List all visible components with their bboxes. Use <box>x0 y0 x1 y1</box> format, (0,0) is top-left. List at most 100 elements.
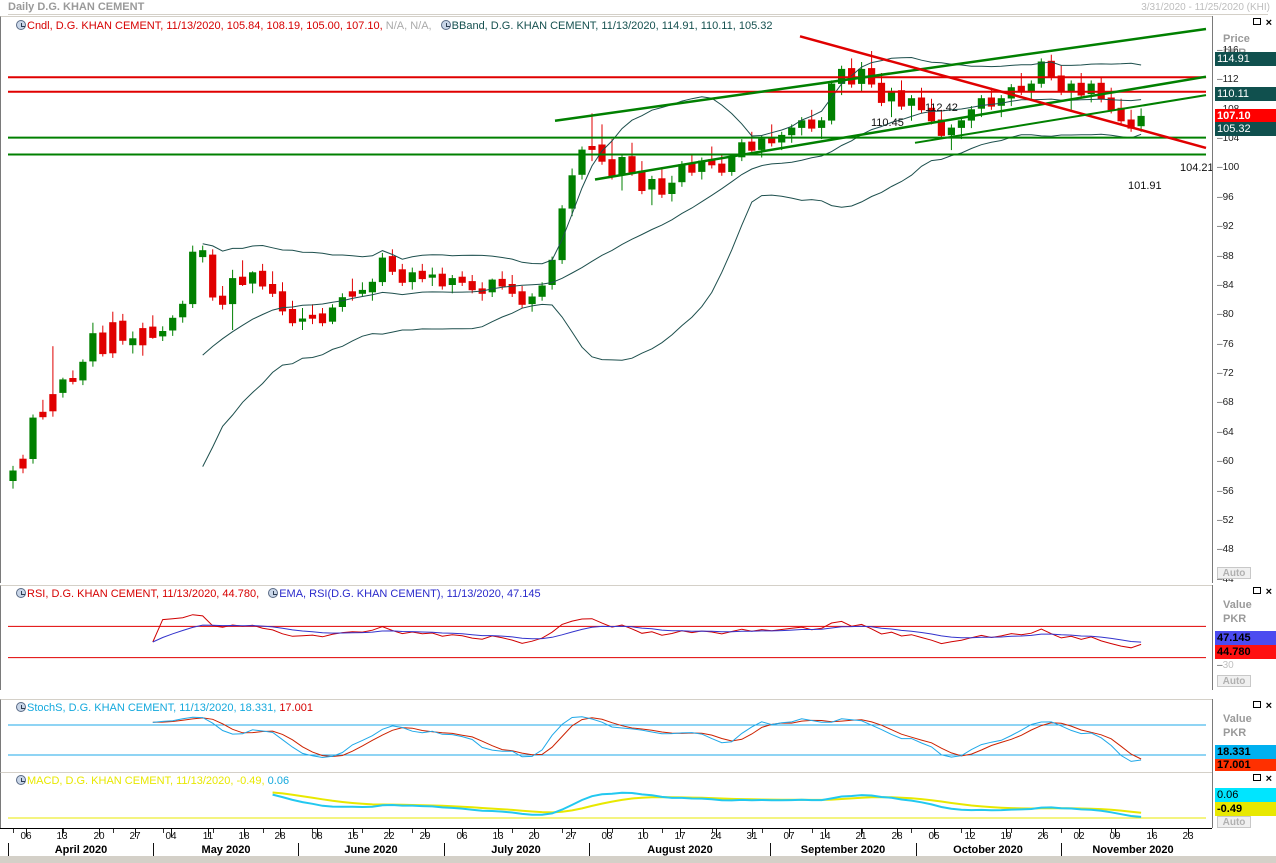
stoch-legend: StochS, D.G. KHAN CEMENT, 11/13/2020, 18… <box>16 701 319 715</box>
clock-icon[interactable] <box>16 20 26 30</box>
price-value-box-3: 105.32 <box>1215 122 1276 136</box>
month-divider <box>8 843 9 856</box>
price-value-box-1: 110.11 <box>1215 87 1276 101</box>
macd-value: -0.49 <box>1215 802 1276 816</box>
stoch-scale-header: Value <box>1223 713 1252 725</box>
rsi-pane-window-buttons[interactable]: × <box>1252 586 1272 598</box>
stoch-legend-text: StochS, D.G. KHAN CEMENT, 11/13/2020, 18… <box>27 702 280 714</box>
clock-icon[interactable] <box>440 20 451 30</box>
month-divider <box>589 843 590 856</box>
stoch-plot <box>8 716 1206 762</box>
maximize-icon[interactable] <box>1252 587 1261 594</box>
macd-pane: MACD, D.G. KHAN CEMENT, 11/13/2020, -0.4… <box>0 772 1212 828</box>
month-label-2: June 2020 <box>344 844 398 856</box>
rsi-pane: RSI, D.G. KHAN CEMENT, 11/13/2020, 44.78… <box>0 585 1212 690</box>
month-divider <box>1061 843 1062 856</box>
annotation-104-21: 104.21 <box>1180 162 1214 174</box>
price-pane-window-buttons[interactable]: × <box>1252 17 1272 29</box>
date-range-label: 3/31/2020 - 11/25/2020 (KHI) <box>1141 2 1270 13</box>
macd-auto-button[interactable]: Auto <box>1217 816 1251 828</box>
candle-legend-text: Cndl, D.G. KHAN CEMENT, 11/13/2020, 105.… <box>27 20 383 32</box>
price-tick-100: –100 <box>1217 162 1240 173</box>
month-label-6: October 2020 <box>953 844 1023 856</box>
clock-icon[interactable] <box>16 775 26 785</box>
price-tick-68: –68 <box>1217 397 1234 408</box>
rsi-scale-header: Value <box>1223 599 1252 611</box>
candle-legend-na: N/A, N/A, <box>382 20 432 32</box>
month-divider <box>916 843 917 856</box>
price-tick-64: –64 <box>1217 427 1234 438</box>
stoch-pane-window-buttons[interactable]: × <box>1252 700 1272 712</box>
rsi-legend-text: RSI, D.G. KHAN CEMENT, 11/13/2020, 44.78… <box>27 588 260 600</box>
clock-icon[interactable] <box>268 588 279 598</box>
price-tick-116: –116 <box>1217 45 1239 56</box>
rsi-auto-button[interactable]: Auto <box>1217 675 1251 687</box>
macd-legend-group[interactable]: MACD, D.G. KHAN CEMENT, 11/13/2020, -0.4… <box>16 775 289 787</box>
maximize-icon[interactable] <box>1252 774 1261 781</box>
annotation-112-42: 112.42 <box>925 102 958 114</box>
stoch-scale[interactable]: × Value PKR 18.331 17.001 <box>1212 699 1276 772</box>
price-tick-72: –72 <box>1217 368 1234 379</box>
macd-legend-text: MACD, D.G. KHAN CEMENT, 11/13/2020, -0.4… <box>27 775 268 787</box>
price-tick-48: –48 <box>1217 544 1234 555</box>
month-label-1: May 2020 <box>201 844 251 856</box>
stoch-k-value: 18.331 <box>1215 745 1276 759</box>
price-auto-button[interactable]: Auto <box>1217 567 1251 579</box>
rsi-scale[interactable]: × Value PKR 47.145 44.780 –30 Auto <box>1212 585 1276 690</box>
rsi-plot <box>8 614 1206 659</box>
annotation-110-45: 110.45 <box>871 117 904 129</box>
candle-legend-group[interactable]: Cndl, D.G. KHAN CEMENT, 11/13/2020, 105.… <box>16 20 432 32</box>
price-tick-112: –112 <box>1217 74 1239 85</box>
macd-pane-window-buttons[interactable]: × <box>1252 773 1272 785</box>
page-title: Daily D.G. KHAN CEMENT <box>8 1 145 13</box>
macd-legend: MACD, D.G. KHAN CEMENT, 11/13/2020, -0.4… <box>16 774 295 788</box>
close-icon[interactable]: × <box>1265 586 1272 598</box>
price-tick-76: –76 <box>1217 339 1234 350</box>
annotation-101-91: 101.91 <box>1128 180 1162 192</box>
month-label-4: August 2020 <box>647 844 713 856</box>
clock-icon[interactable] <box>16 702 26 712</box>
stoch-pane: StochS, D.G. KHAN CEMENT, 11/13/2020, 18… <box>0 699 1212 772</box>
macd-legend-second: 0.06 <box>267 775 290 787</box>
price-tick-96: –96 <box>1217 192 1234 203</box>
price-legend: Cndl, D.G. KHAN CEMENT, 11/13/2020, 105.… <box>16 19 778 33</box>
month-label-7: November 2020 <box>1092 844 1174 856</box>
macd-scale[interactable]: × 0.06 -0.49 Auto <box>1212 772 1276 828</box>
price-tick-92: –92 <box>1217 221 1234 232</box>
maximize-icon[interactable] <box>1252 18 1261 25</box>
month-label-5: September 2020 <box>800 844 886 856</box>
stoch-legend-second: 17.001 <box>279 702 313 714</box>
rsi-tick-30: –30 <box>1217 660 1234 671</box>
price-plot <box>8 27 1207 489</box>
rsi-ema-value: 47.145 <box>1215 631 1276 645</box>
month-divider <box>298 843 299 856</box>
bband-legend-text: BBand, D.G. KHAN CEMENT, 11/13/2020, 114… <box>451 20 773 32</box>
month-label-3: July 2020 <box>491 844 541 856</box>
month-divider <box>770 843 771 856</box>
bband-legend-group[interactable]: BBand, D.G. KHAN CEMENT, 11/13/2020, 114… <box>440 20 773 32</box>
price-tick-80: –80 <box>1217 309 1234 320</box>
close-icon[interactable]: × <box>1265 773 1272 785</box>
rsi-value: 44.780 <box>1215 645 1276 659</box>
bottom-strip <box>0 856 1276 863</box>
price-tick-60: –60 <box>1217 456 1234 467</box>
rsi-legend-group[interactable]: RSI, D.G. KHAN CEMENT, 11/13/2020, 44.78… <box>16 588 259 600</box>
close-icon[interactable]: × <box>1265 17 1272 29</box>
rsi-legend: RSI, D.G. KHAN CEMENT, 11/13/2020, 44.78… <box>16 587 547 601</box>
ema-legend-group[interactable]: EMA, RSI(D.G. KHAN CEMENT), 11/13/2020, … <box>268 588 541 600</box>
month-divider <box>444 843 445 856</box>
rsi-scale-currency: PKR <box>1223 613 1247 625</box>
price-tick-44: –44 <box>1217 574 1234 585</box>
price-scale[interactable]: × Price PKR –116–112–108–104–100–96–92–8… <box>1212 16 1276 585</box>
maximize-icon[interactable] <box>1252 701 1261 708</box>
clock-icon[interactable] <box>16 588 26 598</box>
close-icon[interactable]: × <box>1265 700 1272 712</box>
price-tick-84: –84 <box>1217 280 1234 291</box>
stoch-legend-group[interactable]: StochS, D.G. KHAN CEMENT, 11/13/2020, 18… <box>16 702 313 714</box>
ema-legend-text: EMA, RSI(D.G. KHAN CEMENT), 11/13/2020, … <box>279 588 541 600</box>
price-tick-52: –52 <box>1217 515 1234 526</box>
price-tick-88: –88 <box>1217 251 1234 262</box>
price-scale-header: Price <box>1223 33 1250 45</box>
month-divider <box>153 843 154 856</box>
